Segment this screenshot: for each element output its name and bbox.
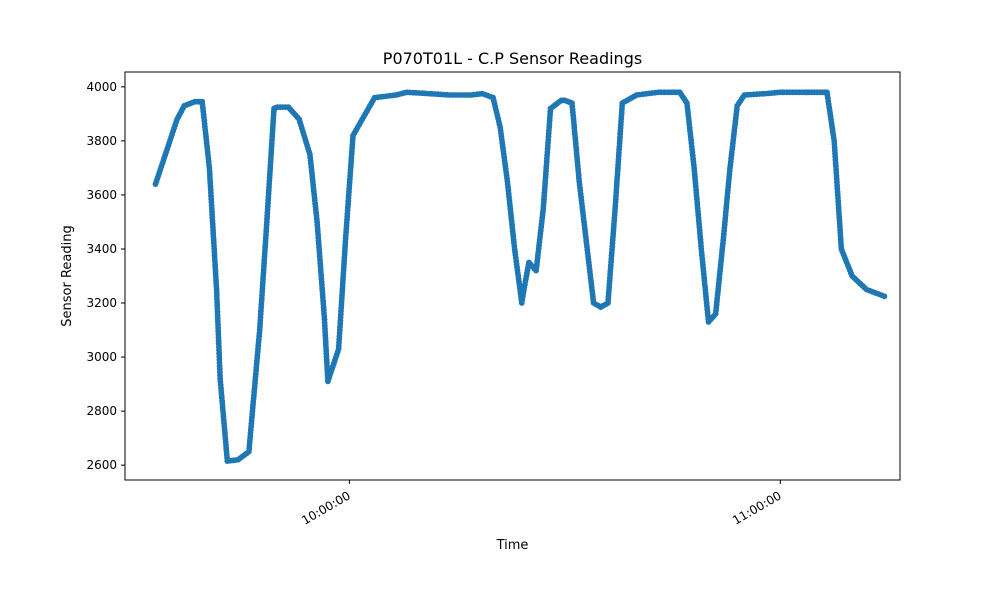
axes-frame bbox=[124, 71, 901, 481]
y-axis: 2600 2800 3000 3200 3400 3600 3800 4000 bbox=[86, 80, 125, 472]
y-tick-label: 3600 bbox=[86, 188, 117, 202]
y-tick-label: 3800 bbox=[86, 134, 117, 148]
y-tick-label: 3000 bbox=[86, 350, 117, 364]
series-group bbox=[152, 89, 888, 464]
plot-area bbox=[124, 71, 901, 481]
y-tick-label: 2600 bbox=[86, 458, 117, 472]
y-tick-label: 3200 bbox=[86, 296, 117, 310]
y-tick-label: 4000 bbox=[86, 80, 117, 94]
chart-title: P070T01L - C.P Sensor Readings bbox=[383, 49, 642, 68]
y-axis-label: Sensor Reading bbox=[60, 225, 75, 326]
y-tick-label: 3400 bbox=[86, 242, 117, 256]
data-point-marker bbox=[881, 293, 888, 300]
x-axis-label: Time bbox=[496, 538, 529, 553]
y-tick-label: 2800 bbox=[86, 404, 117, 418]
